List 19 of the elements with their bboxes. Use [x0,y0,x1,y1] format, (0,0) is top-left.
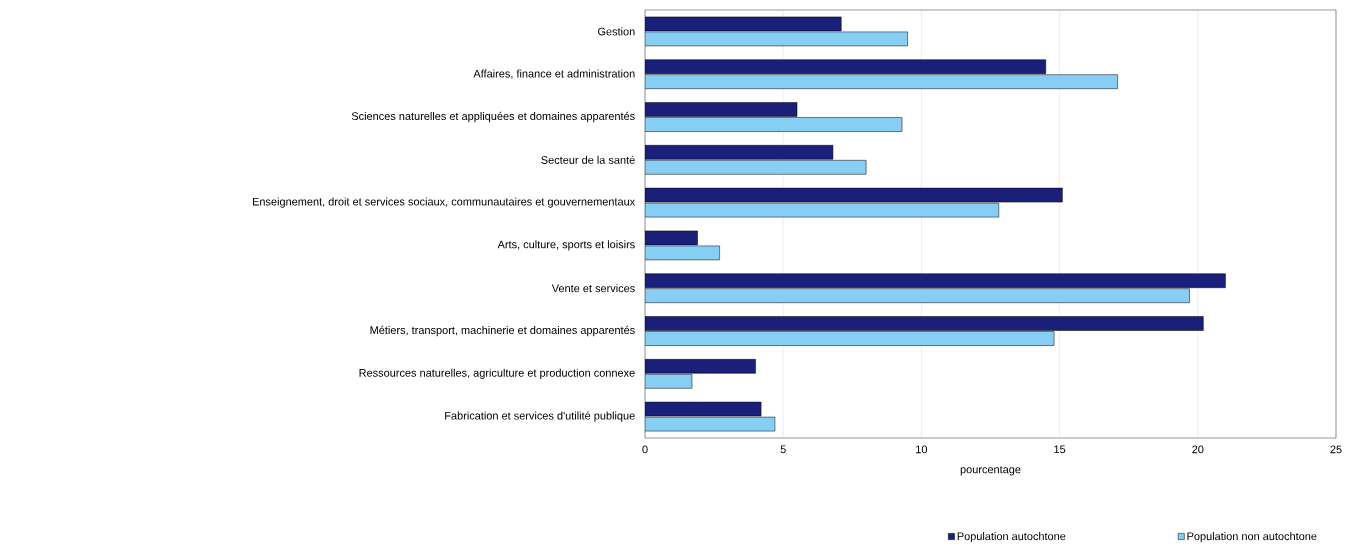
x-tick-label: 10 [916,445,928,454]
y-tick-label: Vente et services [551,284,635,293]
y-tick-label: Métiers, transport, machinerie et domaines apparentés [370,325,635,337]
y-tick-label: Gestion [598,27,635,36]
x-tick-label: 0 [642,445,648,454]
x-tick-label: 25 [1330,445,1342,454]
legend-label: Population non autochtone [1187,532,1317,543]
y-tick-label: Enseignement, droit et services sociaux, communautaires et gouvernementaux [252,197,636,208]
y-tick-label: Affaires, finance et administration [473,69,635,79]
y-tick-label: Fabrication et services d'utilité publique [445,411,635,422]
x-tick-label: 20 [1192,445,1204,454]
x-tick-label: 5 [780,445,786,454]
y-tick-label: Arts, culture, sports et loisirs [497,240,635,251]
y-tick-label: Ressources naturelles, agriculture et production connexe [359,368,635,379]
legend-label: Population autochtone [957,532,1066,543]
x-axis-title: pourcentage [960,466,1021,476]
x-tick-label: 15 [1054,445,1066,454]
y-tick-label: Sciences naturelles et appliquées et domaines apparentés [351,111,635,123]
y-tick-label: Secteur de la santé [541,155,635,164]
